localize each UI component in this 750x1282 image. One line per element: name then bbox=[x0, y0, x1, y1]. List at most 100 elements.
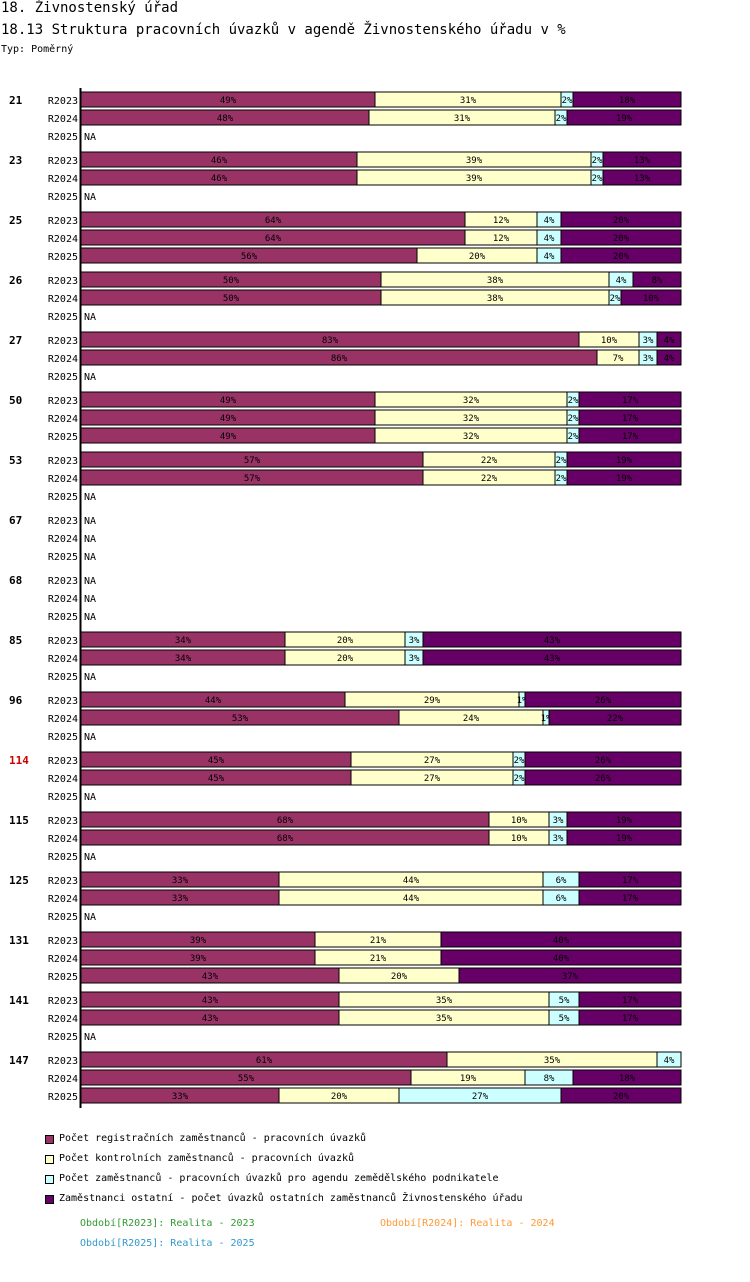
group-label-114: 114 bbox=[9, 754, 29, 767]
bar-data-label: 20% bbox=[613, 252, 630, 262]
bar-segment bbox=[578, 391, 682, 408]
bar-data-label: 8% bbox=[544, 1074, 555, 1084]
bar-data-label: 3% bbox=[643, 336, 654, 346]
bar-data-label: 29% bbox=[424, 696, 441, 706]
bar-data-label: 20% bbox=[613, 234, 630, 244]
row-period-label: R2024 bbox=[48, 474, 78, 485]
legend-label-zemedelsky: Počet zaměstnanců - pracovních úvazků pr… bbox=[59, 1173, 499, 1184]
row-period-label: R2024 bbox=[48, 1074, 78, 1085]
group-label-27: 27 bbox=[9, 334, 22, 347]
bar-data-label: 2% bbox=[514, 774, 525, 784]
bar-data-label: 24% bbox=[463, 714, 480, 724]
bar-data-label: 32% bbox=[463, 414, 480, 424]
bar-segment bbox=[548, 709, 682, 726]
bar-segment bbox=[578, 1009, 682, 1026]
bar-data-label: 2% bbox=[562, 96, 573, 106]
bar-data-label: 43% bbox=[202, 996, 219, 1006]
bar-data-label: 26% bbox=[595, 756, 612, 766]
bar-data-label: 20% bbox=[337, 654, 354, 664]
group-label-125: 125 bbox=[9, 874, 29, 887]
bar-data-label: 2% bbox=[610, 294, 621, 304]
bar-segment bbox=[524, 691, 682, 708]
bar-data-label: 2% bbox=[556, 474, 567, 484]
bar-data-label: 39% bbox=[190, 936, 207, 946]
row-period-label: R2024 bbox=[48, 954, 78, 965]
row-period-label: R2024 bbox=[48, 114, 78, 125]
bar-segment bbox=[440, 949, 682, 966]
bar-data-label: 43% bbox=[544, 654, 561, 664]
row-period-label: R2024 bbox=[48, 534, 78, 545]
bar-data-label: 3% bbox=[409, 654, 420, 664]
row-period-label: R2025 bbox=[48, 492, 78, 503]
bar-segment bbox=[566, 811, 682, 828]
bar-data-label: 2% bbox=[568, 432, 579, 442]
row-period-label: R2025 bbox=[48, 852, 78, 863]
group-label-25: 25 bbox=[9, 214, 22, 227]
bar-data-label: 38% bbox=[487, 276, 504, 286]
row-period-label: R2025 bbox=[48, 372, 78, 383]
bar-data-label: 31% bbox=[454, 114, 471, 124]
row-period-label: R2024 bbox=[48, 594, 78, 605]
bar-data-label: 48% bbox=[217, 114, 234, 124]
bar-segment bbox=[578, 409, 682, 426]
bar-data-label: 27% bbox=[424, 774, 441, 784]
bar-segment bbox=[620, 289, 682, 306]
na-label: NA bbox=[84, 1032, 96, 1043]
row-period-label: R2024 bbox=[48, 174, 78, 185]
bar-data-label: 32% bbox=[463, 396, 480, 406]
bar-data-label: 5% bbox=[559, 1014, 570, 1024]
bar-segment bbox=[578, 889, 682, 906]
na-label: NA bbox=[84, 492, 96, 503]
bar-data-label: 39% bbox=[466, 156, 483, 166]
row-period-label: R2025 bbox=[48, 1092, 78, 1103]
bar-segment bbox=[560, 211, 682, 228]
stacked-bar-chart: 21 R2023 49% 31% 2% 18% R2024 48% 31% 2% 19% R2025 N… bbox=[9, 88, 682, 1108]
row-period-label: R2024 bbox=[48, 894, 78, 905]
row-period-label: R2025 bbox=[48, 672, 78, 683]
bar-data-label: 43% bbox=[202, 1014, 219, 1024]
na-label: NA bbox=[84, 612, 96, 623]
bar-data-label: 8% bbox=[652, 276, 663, 286]
bar-data-label: 37% bbox=[562, 972, 579, 982]
bar-data-label: 64% bbox=[265, 234, 282, 244]
bar-data-label: 19% bbox=[460, 1074, 477, 1084]
bar-data-label: 33% bbox=[172, 1092, 189, 1102]
bar-data-label: 20% bbox=[613, 216, 630, 226]
row-period-label: R2024 bbox=[48, 1014, 78, 1025]
bar-data-label: 4% bbox=[616, 276, 627, 286]
bar-data-label: 46% bbox=[211, 156, 228, 166]
bar-data-label: 57% bbox=[244, 474, 261, 484]
bar-data-label: 32% bbox=[463, 432, 480, 442]
bar-data-label: 39% bbox=[466, 174, 483, 184]
bar-data-label: 21% bbox=[370, 936, 387, 946]
bar-data-label: 17% bbox=[622, 876, 639, 886]
row-period-label: R2023 bbox=[48, 696, 78, 707]
na-label: NA bbox=[84, 552, 96, 563]
group-label-50: 50 bbox=[9, 394, 22, 407]
bar-data-label: 2% bbox=[568, 414, 579, 424]
bar-data-label: 22% bbox=[607, 714, 624, 724]
na-label: NA bbox=[84, 312, 96, 323]
legend-swatch-zemedelsky bbox=[45, 1175, 54, 1184]
bar-data-label: 53% bbox=[232, 714, 249, 724]
bar-data-label: 2% bbox=[556, 456, 567, 466]
na-label: NA bbox=[84, 912, 96, 923]
bar-data-label: 19% bbox=[616, 114, 633, 124]
chart-type-label: Typ: Poměrný bbox=[1, 44, 74, 55]
bar-data-label: 2% bbox=[568, 396, 579, 406]
bar-data-label: 13% bbox=[634, 156, 651, 166]
bar-segment bbox=[578, 427, 682, 444]
bar-data-label: 3% bbox=[553, 834, 564, 844]
row-period-label: R2025 bbox=[48, 132, 78, 143]
bar-segment bbox=[656, 331, 682, 348]
na-label: NA bbox=[84, 132, 96, 143]
bar-segment bbox=[572, 1069, 682, 1086]
na-label: NA bbox=[84, 372, 96, 383]
row-period-label: R2025 bbox=[48, 432, 78, 443]
bar-data-label: 26% bbox=[595, 774, 612, 784]
bar-segment bbox=[656, 349, 682, 366]
row-period-label: R2025 bbox=[48, 552, 78, 563]
bar-data-label: 10% bbox=[511, 816, 528, 826]
bar-data-label: 57% bbox=[244, 456, 261, 466]
bar-data-label: 44% bbox=[403, 876, 420, 886]
